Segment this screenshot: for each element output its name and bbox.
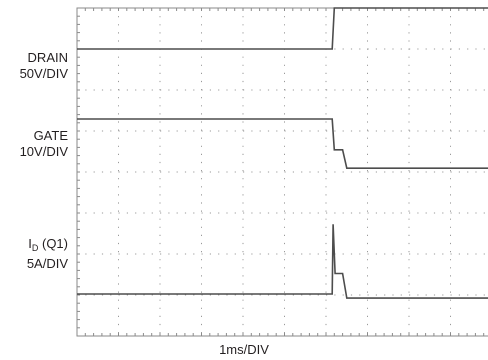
gate-trace [77,118,488,169]
id-scale: 5A/DIV [26,256,68,271]
gate-name: GATE [33,128,68,143]
drain-scale: 50V/DIV [19,66,68,81]
drain-current-trace [77,224,488,299]
gate-scale: 10V/DIV [19,144,68,159]
gate-channel-label: GATE 10V/DIV [20,128,68,160]
drain-channel-label: DRAIN 50V/DIV [20,50,68,82]
id-name: ID (Q1) [28,236,68,253]
drain-trace [77,7,488,50]
drain-name: DRAIN [27,50,68,65]
id-channel-label: ID (Q1) 5A/DIV [27,236,68,272]
x-axis-label: 1ms/DIV [219,342,269,357]
